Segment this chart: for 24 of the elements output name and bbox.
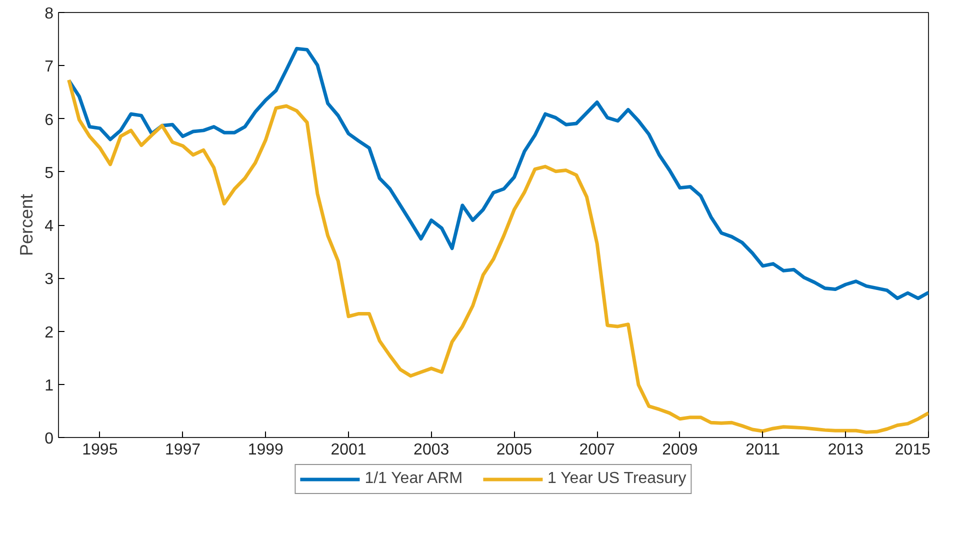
y-tick-label: 8 bbox=[44, 6, 54, 22]
legend-label: 1/1 Year ARM bbox=[364, 470, 463, 488]
y-tick-label: 6 bbox=[44, 112, 54, 129]
x-tick-label: 2015 bbox=[894, 442, 931, 458]
legend-label: 1 Year US Treasury bbox=[548, 470, 686, 488]
y-axis-title: Percent bbox=[16, 194, 37, 256]
y-tick-label: 5 bbox=[44, 164, 54, 182]
y-tick-label: 0 bbox=[44, 430, 54, 448]
x-tick-label: 2009 bbox=[662, 442, 698, 458]
x-tick-label: 2007 bbox=[579, 442, 615, 458]
x-tick-label: 2011 bbox=[746, 442, 780, 458]
x-tick-label: 2003 bbox=[414, 442, 450, 458]
x-tick-label: 2005 bbox=[496, 442, 532, 458]
y-tick-label: 2 bbox=[44, 324, 54, 342]
y-tick-label: 4 bbox=[44, 218, 54, 235]
x-tick-label: 1999 bbox=[248, 442, 284, 458]
line-series bbox=[67, 78, 928, 434]
x-tick-label: 1995 bbox=[82, 442, 118, 458]
y-tick-label: 1 bbox=[44, 377, 54, 394]
y-tick-label: 3 bbox=[44, 271, 54, 288]
x-tick-label: 2013 bbox=[828, 442, 864, 458]
x-tick-label: 2001 bbox=[330, 442, 366, 458]
y-tick-label: 7 bbox=[44, 58, 54, 76]
x-tick-label: 1997 bbox=[164, 442, 201, 458]
